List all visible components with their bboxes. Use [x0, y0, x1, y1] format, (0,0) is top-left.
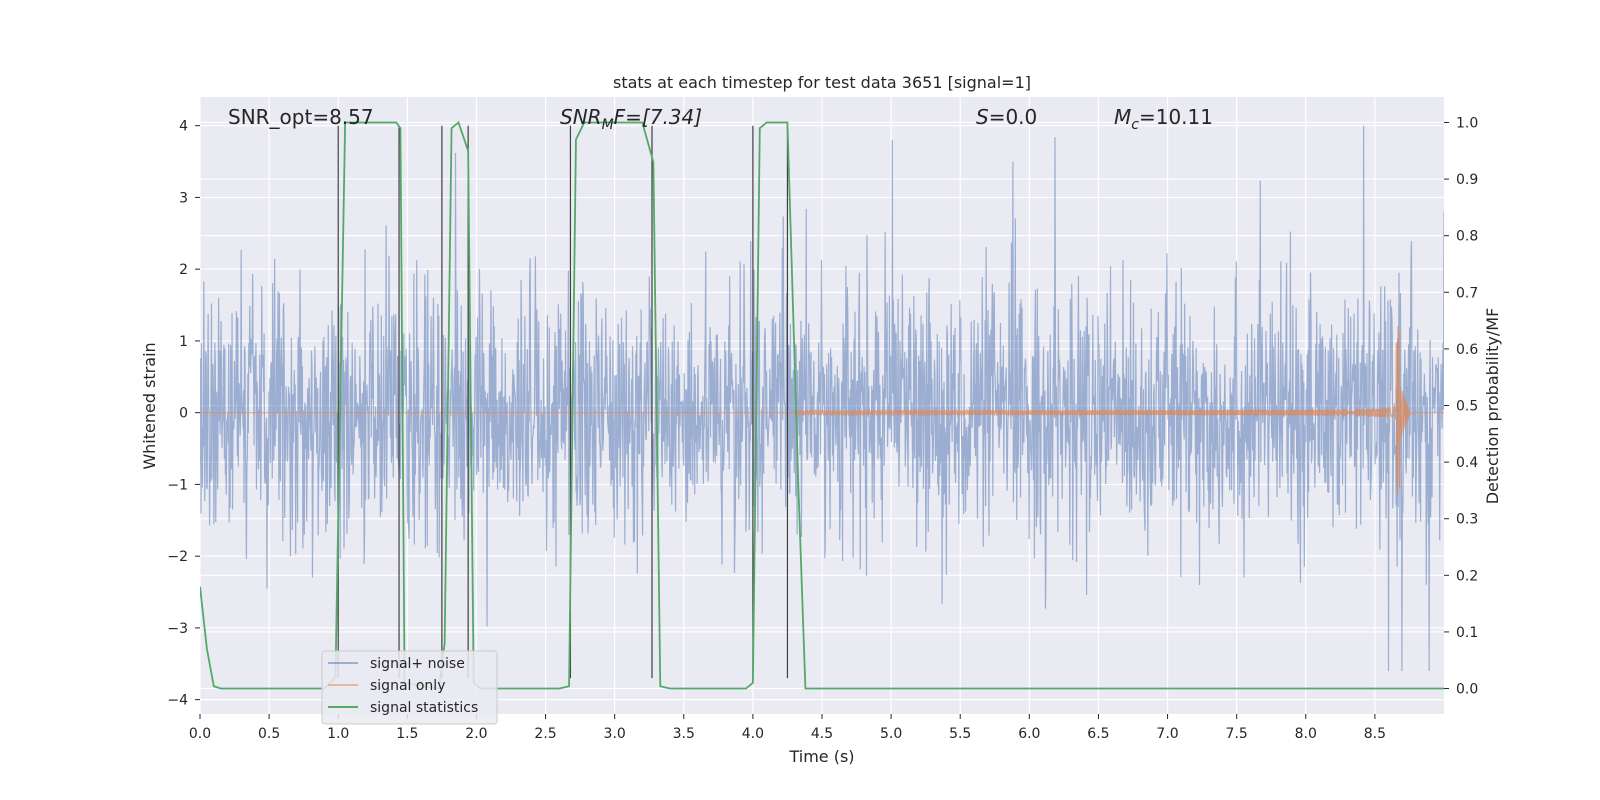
chart-title: stats at each timestep for test data 365… — [613, 73, 1031, 92]
annotation-s: S=0.0 — [976, 105, 1037, 129]
x-axis-label: Time (s) — [788, 747, 854, 766]
series-signal-only-line — [200, 326, 1444, 495]
legend-label-signal-noise: signal+ noise — [370, 656, 465, 672]
y-right-tick-label: 0.6 — [1456, 342, 1478, 358]
x-tick-label: 0.0 — [189, 726, 211, 742]
x-tick-label: 4.0 — [742, 726, 764, 742]
annotation-mc: Mc=10.11 — [1114, 105, 1213, 133]
annotation-snr-opt: SNR_opt=8.57 — [228, 105, 374, 129]
y-right-tick-label: 0.5 — [1456, 399, 1478, 415]
y-right-tick-label: 0.1 — [1456, 625, 1478, 641]
y-right-tick-label: 1.0 — [1456, 115, 1478, 131]
x-tick-label: 3.5 — [673, 726, 695, 742]
y-left-tick-label: −2 — [167, 549, 188, 565]
legend-label-signal-statistics: signal statistics — [370, 700, 478, 716]
x-tick-label: 4.5 — [811, 726, 833, 742]
legend-box — [321, 650, 498, 725]
y-right-tick-label: 0.0 — [1456, 682, 1478, 698]
x-tick-label: 2.0 — [465, 726, 487, 742]
x-tick-label: 0.5 — [258, 726, 280, 742]
y-left-tick-label: −1 — [167, 477, 188, 493]
annotation-snr-mf: SNRMF=[7.34] — [560, 105, 702, 133]
x-tick-label: 5.0 — [880, 726, 902, 742]
y-left-tick-label: 4 — [179, 119, 188, 135]
legend: signal+ noise signal only signal statist… — [321, 650, 498, 725]
series-signal-noise-line — [200, 125, 1444, 671]
y-left-tick-label: −4 — [167, 693, 188, 709]
x-tick-label: 1.0 — [327, 726, 349, 742]
x-tick-label: 3.0 — [604, 726, 626, 742]
legend-label-signal-only: signal only — [370, 678, 445, 694]
x-tick-label: 7.0 — [1156, 726, 1178, 742]
y-axis-label-left: Whitened strain — [140, 342, 159, 469]
x-tick-label: 8.5 — [1364, 726, 1386, 742]
x-tick-label: 6.0 — [1018, 726, 1040, 742]
x-tick-label: 2.5 — [534, 726, 556, 742]
y-axis-label-right: Detection probability/MF — [1483, 308, 1502, 505]
y-left-tick-label: 3 — [179, 190, 188, 206]
y-left-tick-label: 1 — [179, 334, 188, 350]
y-right-tick-label: 0.7 — [1456, 285, 1478, 301]
y-right-tick-label: 0.8 — [1456, 229, 1478, 245]
y-right-tick-label: 0.3 — [1456, 512, 1478, 528]
x-tick-label: 5.5 — [949, 726, 971, 742]
y-right-tick-label: 0.4 — [1456, 455, 1478, 471]
y-left-tick-label: −3 — [167, 621, 188, 637]
y-right-tick-label: 0.9 — [1456, 172, 1478, 188]
data-layer — [200, 120, 1444, 690]
x-tick-label: 6.5 — [1087, 726, 1109, 742]
tick-labels: 0.0 0.5 1.0 1.5 2.0 2.5 3.0 3.5 4.0 4.5 5.0 5.5 6.0 6… — [167, 115, 1478, 742]
x-tick-label: 8.0 — [1295, 726, 1317, 742]
y-left-tick-label: 2 — [179, 262, 188, 278]
y-left-tick-label: 0 — [179, 406, 188, 422]
x-tick-label: 1.5 — [396, 726, 418, 742]
y-right-tick-label: 0.2 — [1456, 568, 1478, 584]
x-tick-label: 7.5 — [1226, 726, 1248, 742]
